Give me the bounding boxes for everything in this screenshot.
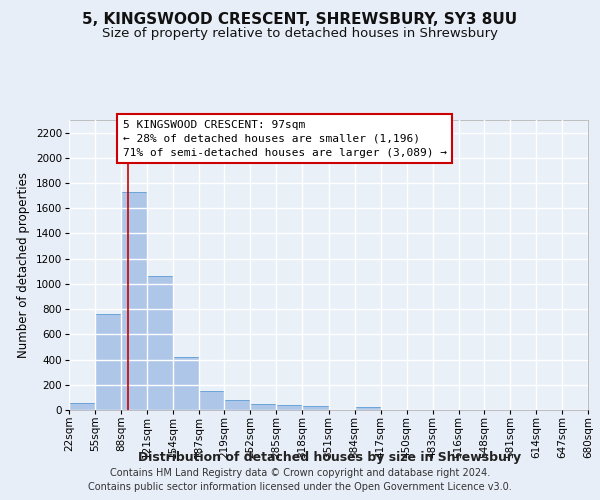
Bar [69, 403, 95, 410]
Text: 5, KINGSWOOD CRESCENT, SHREWSBURY, SY3 8UU: 5, KINGSWOOD CRESCENT, SHREWSBURY, SY3 8… [82, 12, 518, 28]
Text: Size of property relative to detached houses in Shrewsbury: Size of property relative to detached ho… [102, 28, 498, 40]
Bar [147, 276, 173, 410]
Bar [121, 192, 147, 410]
Bar [250, 404, 277, 410]
Text: 5 KINGSWOOD CRESCENT: 97sqm
← 28% of detached houses are smaller (1,196)
71% of : 5 KINGSWOOD CRESCENT: 97sqm ← 28% of det… [122, 120, 446, 158]
Text: Contains HM Land Registry data © Crown copyright and database right 2024.
Contai: Contains HM Land Registry data © Crown c… [88, 468, 512, 492]
Text: Distribution of detached houses by size in Shrewsbury: Distribution of detached houses by size … [139, 451, 521, 464]
Bar [277, 405, 302, 410]
Bar [224, 400, 250, 410]
Bar [95, 314, 121, 410]
Bar [199, 391, 224, 410]
Y-axis label: Number of detached properties: Number of detached properties [17, 172, 30, 358]
Bar [302, 406, 329, 410]
Bar [355, 408, 380, 410]
Bar [173, 357, 199, 410]
